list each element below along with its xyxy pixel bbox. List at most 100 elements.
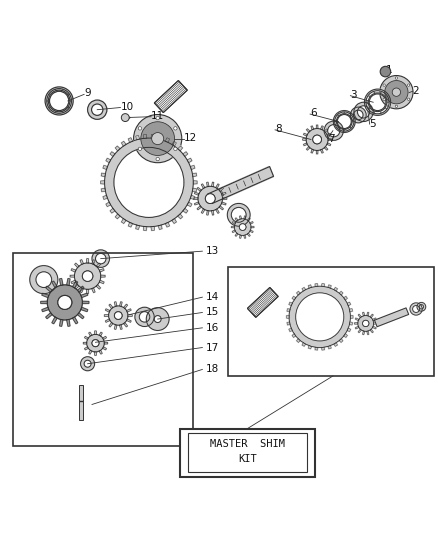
Polygon shape [355, 326, 359, 329]
Bar [228, 266, 434, 376]
Polygon shape [74, 285, 79, 289]
Ellipse shape [387, 102, 389, 103]
Ellipse shape [374, 111, 375, 113]
Polygon shape [289, 328, 293, 332]
Polygon shape [208, 167, 273, 204]
Polygon shape [336, 114, 352, 130]
Bar [180, 429, 315, 477]
Polygon shape [136, 135, 140, 140]
Polygon shape [158, 225, 162, 229]
Polygon shape [187, 158, 192, 163]
Polygon shape [183, 208, 188, 213]
Polygon shape [328, 139, 332, 140]
Polygon shape [358, 316, 374, 332]
Polygon shape [109, 306, 128, 325]
Polygon shape [222, 202, 226, 205]
Circle shape [407, 84, 410, 86]
Polygon shape [368, 93, 387, 111]
Polygon shape [87, 334, 104, 352]
Polygon shape [42, 293, 49, 297]
Polygon shape [311, 149, 314, 153]
Polygon shape [344, 296, 347, 300]
Ellipse shape [374, 92, 375, 93]
Polygon shape [101, 188, 106, 192]
Polygon shape [297, 338, 300, 342]
Circle shape [313, 135, 321, 144]
Polygon shape [74, 263, 79, 268]
Polygon shape [114, 302, 117, 306]
Polygon shape [99, 280, 104, 284]
Polygon shape [105, 138, 193, 227]
Polygon shape [95, 352, 96, 356]
Polygon shape [363, 312, 365, 316]
Ellipse shape [55, 111, 56, 112]
Circle shape [141, 122, 174, 156]
Polygon shape [244, 216, 246, 219]
Polygon shape [103, 165, 108, 169]
Circle shape [134, 115, 182, 163]
Bar [79, 385, 83, 420]
Polygon shape [247, 218, 250, 221]
Ellipse shape [62, 111, 63, 112]
Circle shape [407, 98, 410, 100]
Circle shape [385, 80, 408, 104]
Polygon shape [363, 331, 365, 335]
Circle shape [380, 76, 413, 109]
Polygon shape [92, 250, 110, 268]
Polygon shape [287, 309, 290, 312]
Polygon shape [194, 192, 199, 195]
Polygon shape [347, 328, 351, 332]
Polygon shape [71, 269, 76, 272]
Polygon shape [48, 90, 70, 112]
Polygon shape [212, 182, 214, 187]
Polygon shape [303, 139, 306, 140]
Polygon shape [110, 152, 115, 157]
Ellipse shape [380, 111, 381, 113]
Polygon shape [71, 280, 76, 284]
Polygon shape [52, 281, 57, 288]
Polygon shape [334, 287, 337, 291]
Polygon shape [350, 309, 353, 312]
Polygon shape [350, 107, 366, 123]
Polygon shape [95, 331, 96, 334]
Polygon shape [306, 128, 328, 150]
Polygon shape [67, 279, 70, 285]
Polygon shape [106, 158, 111, 163]
Polygon shape [127, 309, 131, 312]
Polygon shape [74, 263, 101, 289]
Polygon shape [102, 336, 106, 340]
Polygon shape [344, 334, 347, 337]
Polygon shape [146, 308, 169, 330]
Polygon shape [165, 222, 170, 227]
Polygon shape [178, 146, 183, 151]
Polygon shape [354, 102, 373, 122]
Text: MASTER  SHIM: MASTER SHIM [210, 439, 285, 449]
Polygon shape [128, 314, 132, 317]
Polygon shape [192, 173, 197, 177]
Polygon shape [370, 314, 373, 318]
Polygon shape [215, 209, 219, 213]
Ellipse shape [62, 89, 63, 91]
Polygon shape [52, 317, 57, 324]
Polygon shape [144, 227, 147, 230]
Polygon shape [350, 316, 353, 318]
Text: 8: 8 [275, 124, 282, 134]
Polygon shape [315, 284, 318, 287]
Polygon shape [92, 288, 95, 293]
Circle shape [383, 98, 385, 100]
Polygon shape [67, 319, 70, 326]
Circle shape [82, 271, 93, 281]
Polygon shape [244, 235, 246, 238]
Circle shape [383, 84, 385, 86]
Polygon shape [358, 329, 361, 333]
Polygon shape [60, 319, 63, 326]
Ellipse shape [68, 107, 69, 108]
Polygon shape [197, 206, 201, 210]
Polygon shape [187, 202, 192, 207]
Ellipse shape [68, 94, 69, 95]
Polygon shape [105, 309, 110, 312]
Polygon shape [151, 134, 154, 139]
Ellipse shape [368, 108, 370, 109]
Text: 14: 14 [206, 292, 219, 302]
Polygon shape [364, 89, 391, 115]
